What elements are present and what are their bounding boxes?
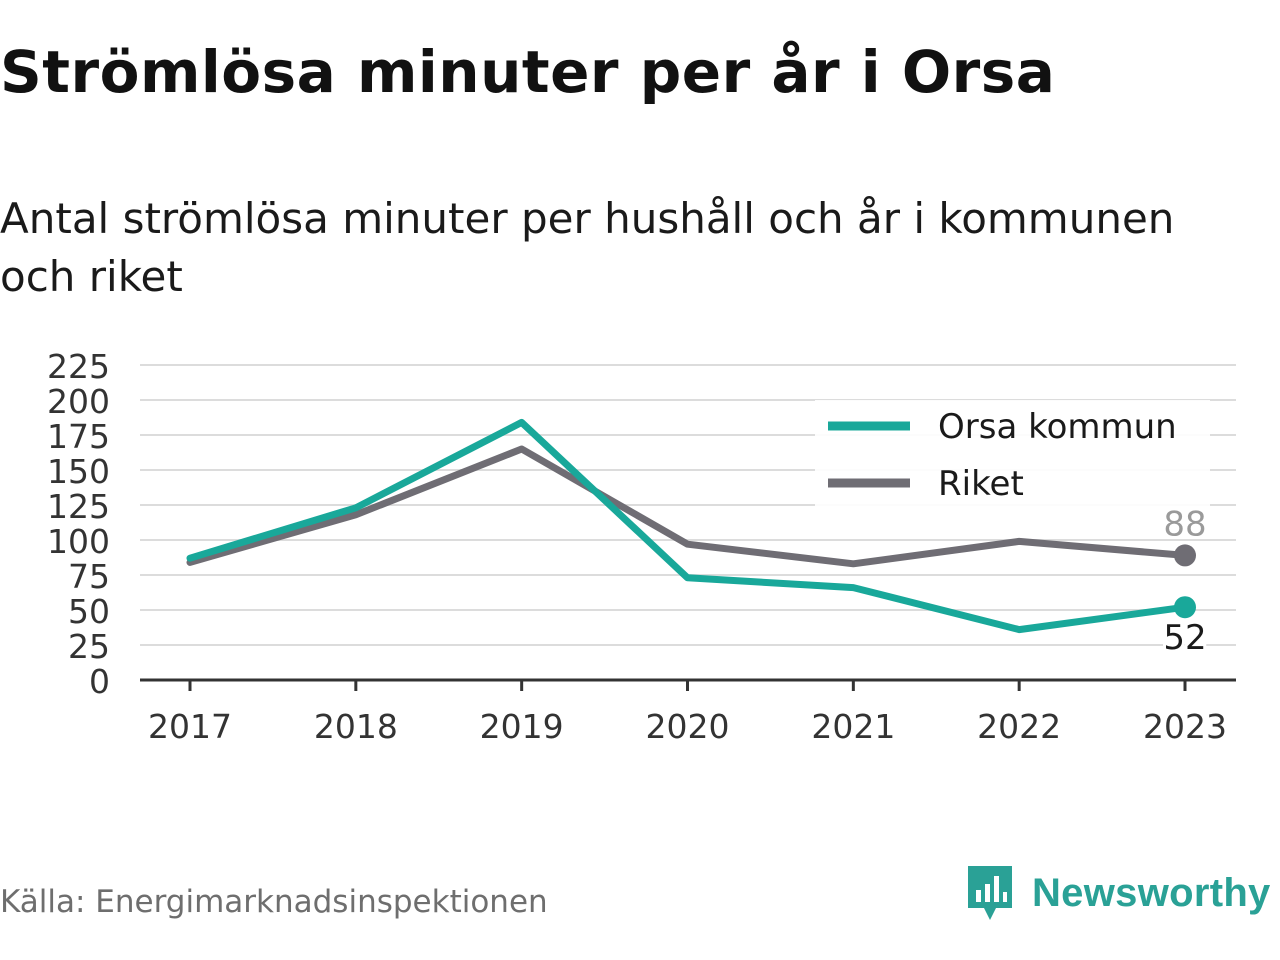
x-tick-label: 2017	[148, 707, 232, 746]
chart-subtitle: Antal strömlösa minuter per hushåll och …	[0, 194, 1175, 301]
x-tick-label: 2019	[480, 707, 564, 746]
series-line-orsa-kommun	[186, 418, 1189, 634]
y-tick-label: 125	[47, 487, 110, 526]
end-value-label: 52	[1163, 618, 1206, 658]
brand-name: Newsworthy	[1032, 870, 1271, 915]
series-line-riket	[186, 445, 1189, 568]
y-tick-label: 200	[47, 382, 110, 421]
end-point-marker	[1174, 596, 1196, 619]
end-value-label: 88	[1163, 504, 1206, 544]
y-tick-label: 150	[47, 452, 110, 491]
x-tick-label: 2023	[1143, 707, 1227, 746]
y-tick-label: 100	[47, 522, 110, 561]
y-tick-label: 50	[68, 592, 110, 631]
x-tick-label: 2018	[314, 707, 398, 746]
end-point-marker	[1174, 544, 1196, 567]
brand-logo: Newsworthy	[964, 862, 1271, 924]
x-tick-label: 2022	[977, 707, 1061, 746]
x-tick-label: 2021	[811, 707, 895, 746]
y-tick-label: 0	[89, 662, 110, 701]
y-tick-label: 25	[68, 627, 110, 666]
y-tick-label: 175	[47, 417, 110, 456]
legend-label: Orsa kommun	[938, 407, 1177, 447]
legend-label: Riket	[938, 464, 1024, 504]
y-tick-label: 225	[47, 347, 110, 386]
legend-box	[815, 400, 1210, 510]
x-tick-label: 2020	[646, 707, 730, 746]
y-tick-label: 75	[68, 557, 110, 596]
chart-title: Strömlösa minuter per år i Orsa	[0, 38, 1056, 106]
source-note: Källa: Energimarknadsinspektionen	[0, 884, 548, 920]
newsworthy-logo-icon	[968, 866, 1012, 920]
